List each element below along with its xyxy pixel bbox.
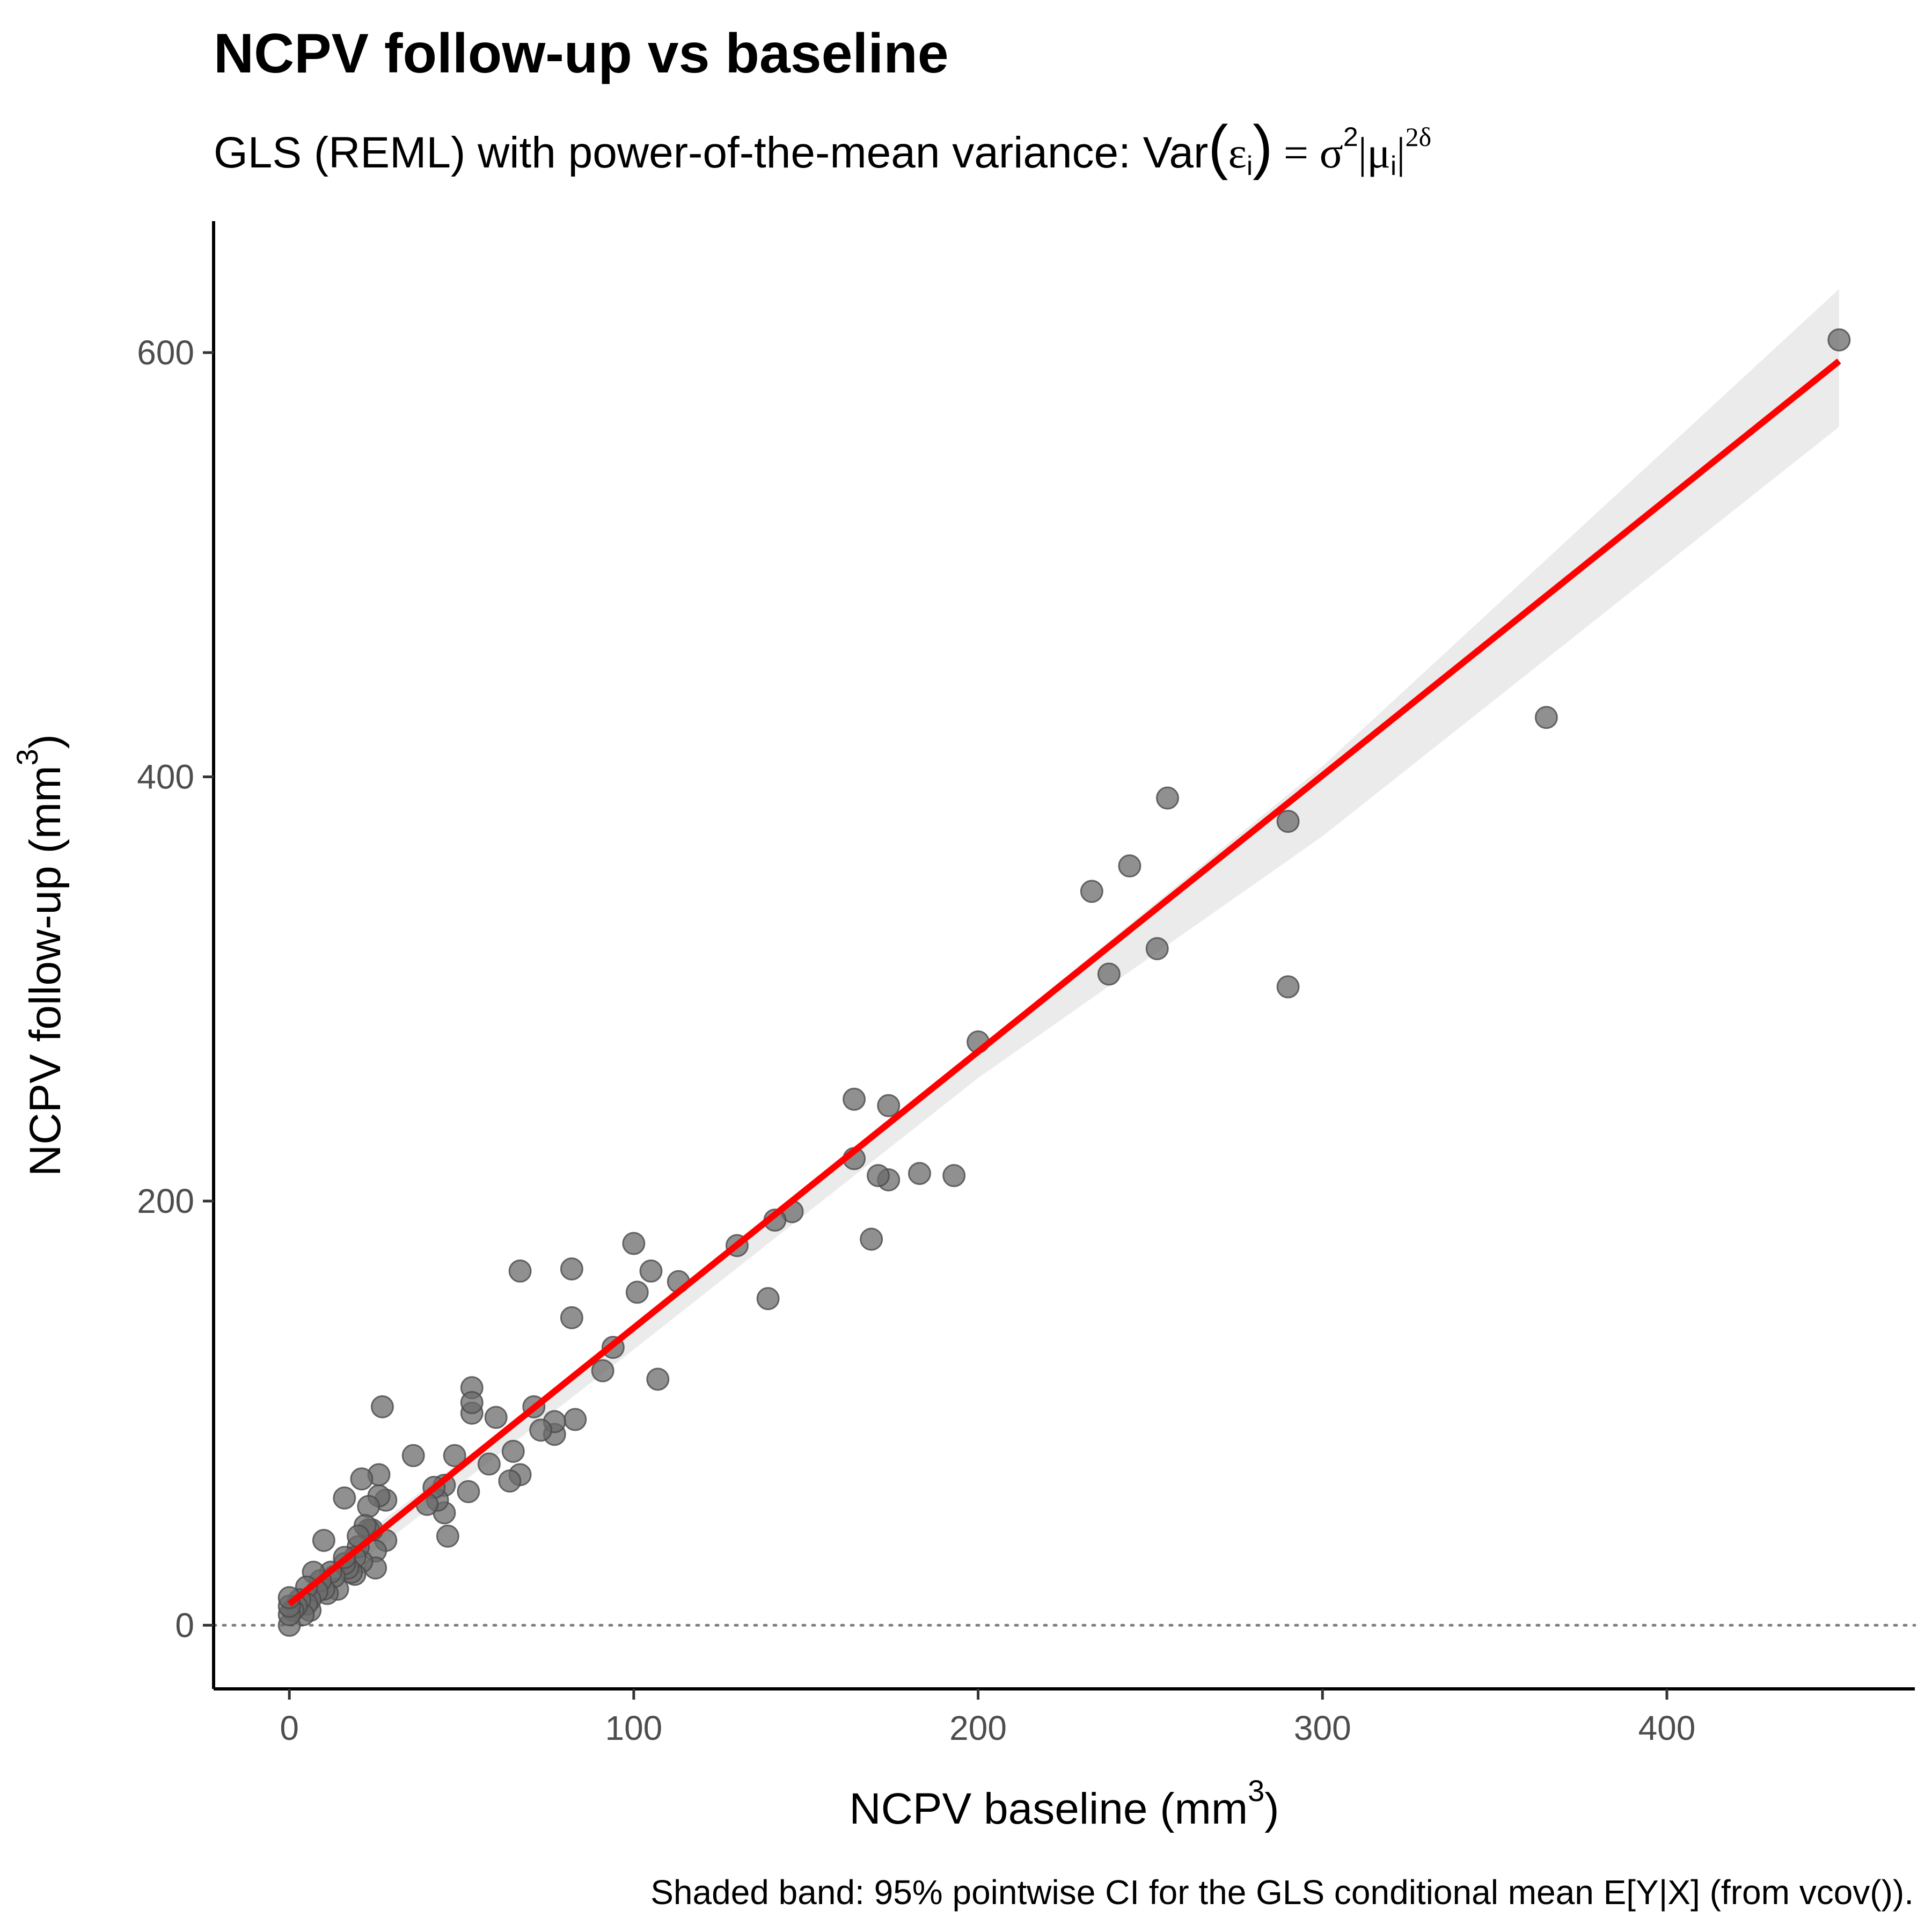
y-tick-label: 600	[137, 333, 194, 372]
y-axis-title: NCPV follow-up (mm3)	[10, 734, 70, 1176]
subtitle-mu: |μ	[1358, 128, 1391, 177]
plot-area	[212, 289, 1916, 1637]
fit-line	[287, 358, 1841, 1607]
x-tick-label: 300	[1294, 1709, 1351, 1747]
subtitle-sup-2delta: 2δ	[1406, 122, 1432, 152]
y-ticks: 0 200 400 600	[137, 333, 214, 1644]
x-ticks: 0 100 200 300 400	[280, 1689, 1695, 1747]
data-point	[908, 1162, 931, 1185]
data-point	[843, 1087, 866, 1111]
subtitle-abs-close: |	[1396, 128, 1405, 177]
data-point	[1276, 975, 1300, 999]
chart-title: NCPV follow-up vs baseline	[214, 23, 949, 85]
data-point	[756, 1287, 780, 1311]
subtitle-sub-i: i	[1247, 151, 1253, 181]
x-tick-label: 100	[605, 1709, 662, 1747]
data-point	[498, 1469, 522, 1493]
subtitle-paren-close: )	[1253, 113, 1272, 180]
data-point	[508, 1259, 532, 1283]
subtitle-equals-sigma: = σ	[1272, 128, 1343, 177]
data-point	[333, 1486, 356, 1510]
subtitle-prefix: GLS (REML) with power-of-the-mean varian…	[214, 128, 1208, 177]
x-tick-label: 400	[1638, 1709, 1696, 1747]
data-point	[312, 1528, 335, 1552]
data-point	[529, 1418, 553, 1442]
data-point	[501, 1439, 525, 1463]
data-point	[866, 1164, 890, 1188]
data-point	[1118, 854, 1141, 878]
chart-subtitle: GLS (REML) with power-of-the-mean varian…	[214, 113, 1431, 181]
y-tick-label: 0	[175, 1606, 194, 1644]
x-tick-label: 200	[949, 1709, 1007, 1747]
y-tick-label: 200	[137, 1182, 194, 1220]
data-point	[639, 1259, 663, 1283]
data-point	[646, 1367, 670, 1391]
data-point	[1145, 937, 1169, 961]
data-point	[560, 1257, 583, 1280]
data-point	[1156, 786, 1180, 810]
points-layer	[277, 328, 1851, 1637]
data-point	[1827, 328, 1851, 352]
x-axis-title: NCPV baseline (mm3)	[849, 1774, 1279, 1833]
x-tick-label: 0	[280, 1709, 299, 1747]
data-point	[350, 1467, 374, 1491]
data-point	[860, 1227, 883, 1251]
subtitle-sup-2: 2	[1343, 122, 1358, 152]
data-point	[443, 1444, 466, 1467]
data-point	[436, 1524, 459, 1548]
data-point	[1534, 706, 1558, 729]
data-point	[625, 1280, 649, 1304]
data-point	[370, 1395, 394, 1418]
data-point	[622, 1232, 646, 1255]
data-point	[1276, 810, 1300, 833]
data-point	[1097, 962, 1121, 986]
chart-caption: Shaded band: 95% pointwise CI for the GL…	[650, 1873, 1914, 1912]
y-tick-label: 400	[137, 758, 194, 796]
data-point	[564, 1408, 587, 1431]
data-point	[942, 1164, 966, 1188]
data-point	[460, 1391, 484, 1414]
data-point	[357, 1495, 380, 1518]
data-point	[484, 1406, 508, 1429]
data-point	[591, 1359, 614, 1382]
subtitle-paren-open: (	[1208, 113, 1228, 180]
data-point	[877, 1094, 901, 1117]
data-point	[477, 1452, 501, 1476]
data-point	[1080, 880, 1103, 903]
data-point	[457, 1480, 480, 1503]
data-point	[401, 1444, 425, 1467]
subtitle-epsilon: ε	[1228, 128, 1247, 177]
data-point	[560, 1306, 583, 1329]
subtitle-sub-i-2: i	[1391, 151, 1396, 181]
